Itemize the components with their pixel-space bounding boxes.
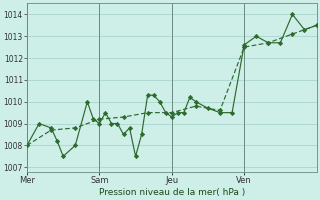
X-axis label: Pression niveau de la mer( hPa ): Pression niveau de la mer( hPa )	[99, 188, 245, 197]
